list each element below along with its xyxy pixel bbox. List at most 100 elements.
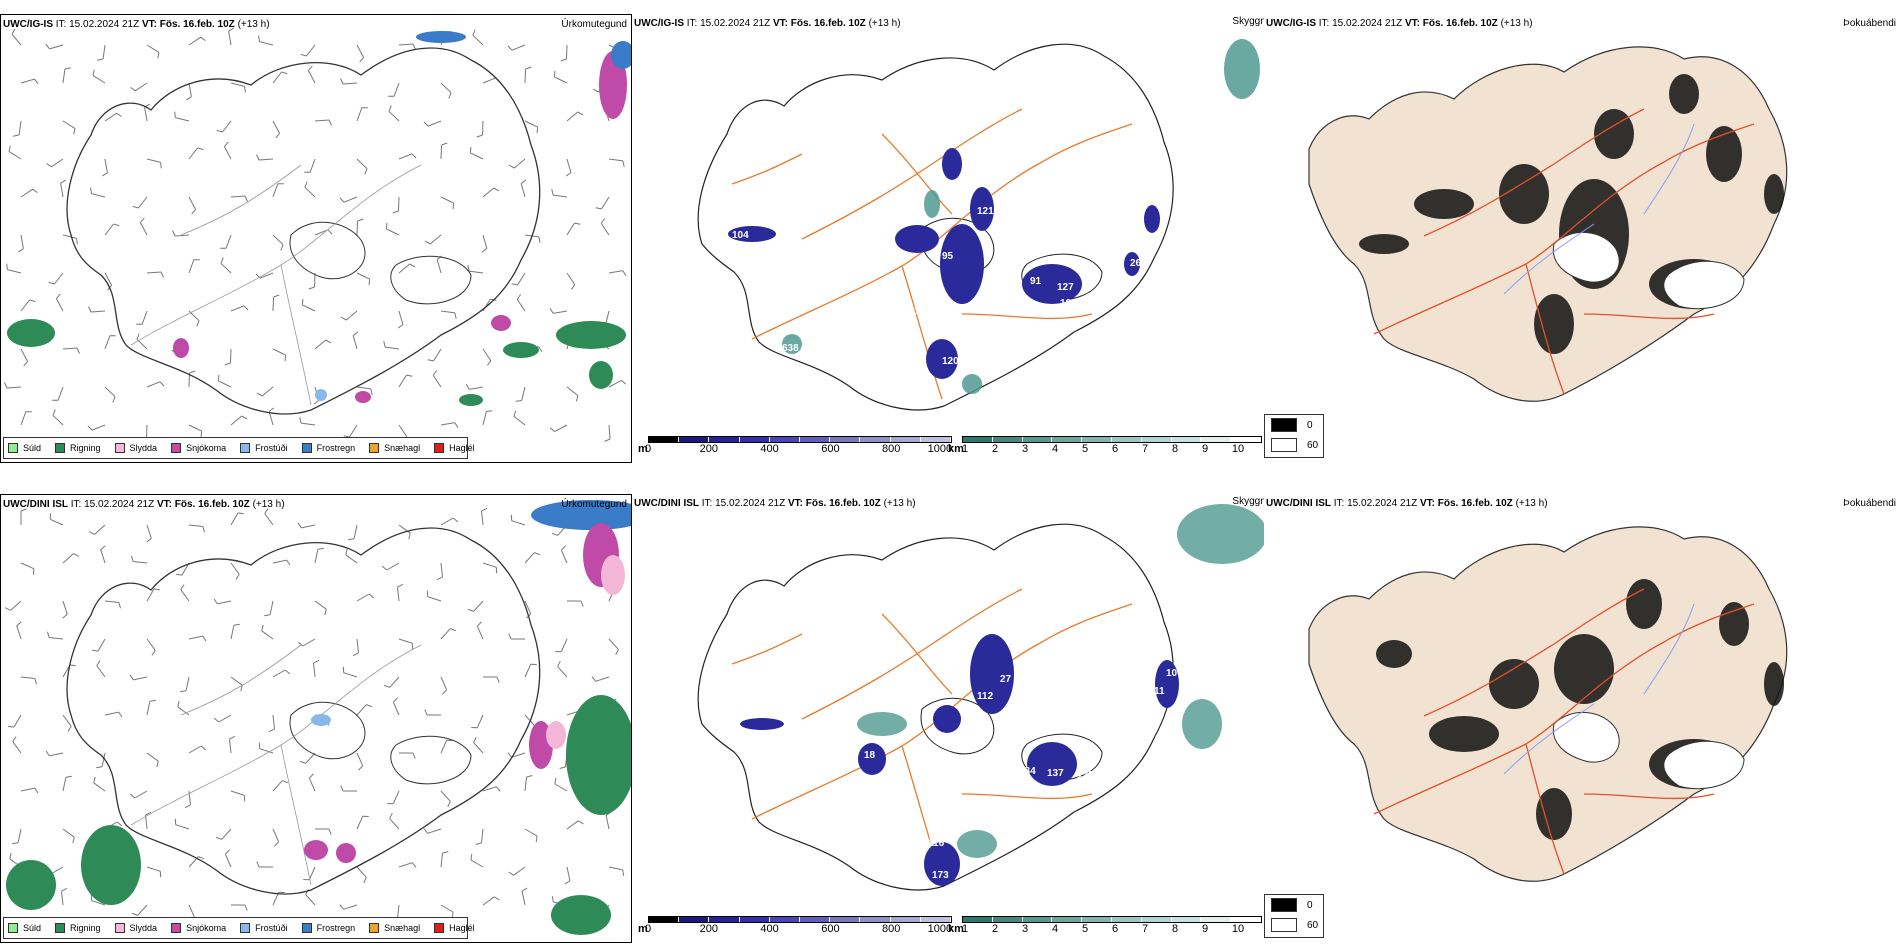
colorbar-tick: 1000 xyxy=(927,923,953,935)
wind-barb-flag xyxy=(305,888,309,895)
wind-barb-flag xyxy=(235,574,240,580)
wind-barb xyxy=(398,638,413,644)
wind-barb xyxy=(476,625,484,640)
init-time: 15.02.2024 21Z xyxy=(700,18,771,29)
rain-area xyxy=(556,321,626,349)
wind-barb xyxy=(102,44,106,59)
colorbar-tick: 8 xyxy=(1171,923,1179,935)
wind-barb xyxy=(16,625,22,640)
cloud-base-label: 91 xyxy=(1030,276,1042,287)
cloud-base-label: 173 xyxy=(932,870,949,881)
wind-barb-flag xyxy=(412,43,416,50)
wind-barb xyxy=(104,223,114,236)
wind-barb-flag xyxy=(304,181,308,188)
wind-barb xyxy=(517,272,526,286)
wind-barb xyxy=(398,524,411,534)
cloud-base-label: 95 xyxy=(942,251,954,262)
colorbar-tick: 0 xyxy=(644,923,652,935)
river-network xyxy=(1503,603,1695,775)
colorbar-tick: 7 xyxy=(1141,923,1149,935)
wind-barb xyxy=(51,158,64,168)
wind-barb xyxy=(104,335,111,350)
wind-barb xyxy=(554,424,568,433)
colorbar-tick: 4 xyxy=(1051,923,1059,935)
wind-barb-flag xyxy=(189,370,196,374)
wind-barb-flag xyxy=(454,312,457,319)
init-time: 15.02.2024 21Z xyxy=(1347,498,1418,509)
wind-barb xyxy=(188,745,202,754)
wind-barb-flag xyxy=(476,134,483,138)
wind-barb-flag xyxy=(73,553,80,557)
wind-barb-flag xyxy=(565,172,572,177)
precip-type-panel-top: UWC/IG-IS IT: 15.02.2024 21Z VT: Fös. 16… xyxy=(0,14,632,463)
wind-barb xyxy=(49,752,64,757)
wind-barb xyxy=(175,824,190,830)
wind-barb-flag xyxy=(340,785,344,792)
wind-barb-flag xyxy=(159,381,165,387)
glacier-outline xyxy=(390,735,472,785)
wind-barb-flag xyxy=(551,532,558,536)
wind-barb-flag xyxy=(525,66,532,70)
wind-barb-flag xyxy=(146,537,152,543)
wind-barb-flag xyxy=(580,600,584,607)
rain-area xyxy=(81,825,141,905)
wind-barb xyxy=(224,853,232,868)
fog-legend-value: 0 xyxy=(1307,419,1313,431)
wind-barb xyxy=(482,234,488,249)
wind-barb-flag xyxy=(129,674,134,681)
fog-legend-row: 60 xyxy=(1265,435,1323,455)
wind-barb-flag xyxy=(32,188,38,194)
panel-title: Skyggni xyxy=(1232,16,1264,27)
wind-barb xyxy=(177,706,190,716)
wind-barb-flag xyxy=(359,57,364,63)
wind-barb xyxy=(20,348,29,362)
wind-barb xyxy=(398,424,408,437)
cloud-base-label: 137 xyxy=(1047,768,1064,779)
wind-barb-flag xyxy=(604,438,611,442)
wind-barb-flag xyxy=(366,704,373,708)
wind-barb xyxy=(91,900,106,906)
cloud-base-label: 103 xyxy=(914,306,931,317)
wind-barb xyxy=(440,144,442,160)
wind-barb xyxy=(356,158,368,170)
wind-barb xyxy=(605,310,610,325)
wind-barb xyxy=(343,904,358,910)
wind-barb xyxy=(524,828,538,837)
wind-barb-flag xyxy=(383,684,390,688)
fog-index-legend: 0 60 xyxy=(1264,894,1324,938)
wind-barb xyxy=(259,41,274,46)
wind-barb xyxy=(10,600,22,611)
wind-barb xyxy=(398,310,404,325)
init-time: 15.02.2024 21Z xyxy=(84,499,155,510)
precip-type-panel-bottom: UWC/DINI ISL IT: 15.02.2024 21Z VT: Fös.… xyxy=(0,494,632,943)
wind-barb-flag xyxy=(118,602,121,609)
lead-time: (+13 h) xyxy=(252,499,285,510)
wind-barb-flag xyxy=(131,555,134,562)
wind-barb xyxy=(566,866,571,881)
wind-barb-flag xyxy=(486,410,493,412)
wind-barb xyxy=(524,68,526,84)
wind-barb-flag xyxy=(156,761,159,768)
legend-item: Frostregn xyxy=(301,923,355,933)
legend-label: Súld xyxy=(23,443,42,453)
wind-barb xyxy=(429,234,442,245)
fog-legend-swatch xyxy=(1271,918,1297,932)
wind-barb xyxy=(560,638,568,653)
wind-barb-flag xyxy=(520,179,527,184)
snow-area xyxy=(355,391,371,403)
wind-barb xyxy=(386,228,400,236)
wind-barb xyxy=(7,269,22,274)
wind-barb xyxy=(440,562,443,577)
wind-barb xyxy=(230,195,246,198)
it-label: IT: xyxy=(1318,18,1330,29)
legend-item: Frostúði xyxy=(240,923,288,933)
wind-barb xyxy=(146,271,162,274)
legend-item: Haglél xyxy=(434,923,475,933)
rain-area xyxy=(459,394,483,406)
colorbar-tick: 1 xyxy=(961,923,969,935)
wind-barb-flag xyxy=(220,257,224,264)
wind-barb-flag xyxy=(511,283,518,286)
glacier-outline xyxy=(1663,740,1745,790)
wind-barb-flag xyxy=(191,209,196,215)
wind-barb xyxy=(217,600,232,605)
